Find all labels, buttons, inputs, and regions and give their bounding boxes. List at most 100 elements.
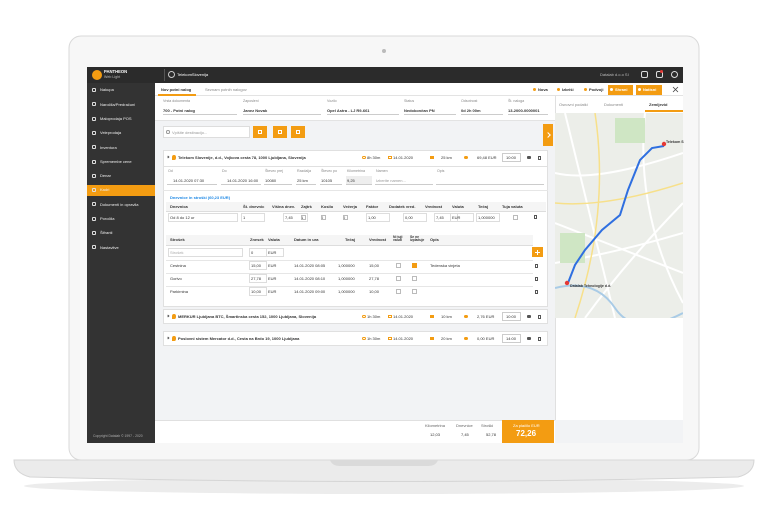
duration: 1h 30m [367, 313, 381, 319]
search-button[interactable] [253, 126, 267, 138]
search-button[interactable] [291, 126, 305, 138]
side-tab[interactable]: Zemljevid [649, 102, 668, 107]
detail-input[interactable] [221, 176, 261, 185]
summary-value: 52,78 [486, 432, 497, 437]
menu-icon [92, 231, 96, 235]
duration: 8h 30m [367, 154, 381, 160]
tab[interactable]: Seznam potnih nalogov [205, 86, 247, 92]
action-button[interactable] [608, 84, 633, 95]
cell-input[interactable] [249, 287, 267, 296]
cell-input[interactable] [168, 248, 243, 257]
cell-value: 15,00 [369, 263, 380, 268]
menu-icon [92, 202, 96, 207]
delete-icon[interactable] [538, 314, 541, 319]
delete-icon[interactable] [535, 289, 538, 294]
search-input[interactable] [163, 126, 250, 138]
close-button[interactable] [671, 85, 680, 94]
time-input[interactable] [502, 153, 521, 162]
comment-icon[interactable] [527, 336, 531, 340]
checkbox[interactable] [343, 215, 348, 220]
field-input[interactable] [461, 106, 503, 115]
collapse-arrow[interactable] [543, 124, 553, 146]
menu-item[interactable]: Denar [100, 173, 111, 179]
detail-input[interactable] [346, 176, 372, 185]
side-tab[interactable]: Dokumenti [604, 102, 624, 107]
cell-input[interactable] [476, 213, 500, 222]
cell-input[interactable] [249, 261, 267, 270]
cell-value: 10,00 [369, 289, 380, 294]
destination-card[interactable] [163, 331, 548, 346]
cell-input[interactable] [450, 213, 474, 222]
checkbox[interactable] [412, 263, 417, 268]
time-input[interactable] [502, 312, 521, 321]
field-input[interactable] [508, 106, 548, 115]
delete-icon[interactable] [534, 215, 537, 219]
field-input[interactable] [327, 106, 399, 115]
cell-input[interactable] [403, 213, 427, 222]
side-tab[interactable]: Osnovni podatki [559, 102, 588, 107]
field-value: 0d 2h 00m [461, 107, 481, 113]
checkbox[interactable] [412, 276, 417, 281]
menu-item[interactable]: Šifranti [100, 230, 113, 236]
checkbox[interactable] [321, 215, 326, 220]
checkbox[interactable] [412, 289, 417, 294]
menu-item[interactable]: Naročila/Predračuni [100, 101, 136, 107]
delete-icon[interactable] [538, 155, 541, 160]
destination-card[interactable] [163, 309, 548, 324]
cell-input[interactable] [283, 213, 308, 222]
menu-item[interactable]: Nakupa [100, 87, 114, 93]
detail-input[interactable] [167, 176, 217, 185]
checkbox[interactable] [396, 263, 401, 268]
detail-input[interactable] [320, 176, 342, 185]
delete-icon[interactable] [535, 276, 538, 281]
field-input[interactable] [243, 106, 321, 115]
cell-input[interactable] [241, 213, 265, 222]
checkbox[interactable] [396, 289, 401, 294]
menu-item[interactable]: Dokumenti in opravila [100, 201, 139, 207]
time-input[interactable] [502, 334, 521, 343]
allowance-header [166, 202, 546, 212]
checkbox[interactable] [301, 215, 306, 220]
checkbox[interactable] [396, 276, 401, 281]
menu-item[interactable]: Maloprodaja POS [100, 115, 132, 121]
menu-item[interactable]: Kadri [100, 187, 110, 193]
distance-icon [430, 314, 434, 318]
search-button[interactable] [273, 126, 287, 138]
user-name[interactable]: Datalab d.o.o SI [600, 72, 629, 77]
menu-item[interactable]: Inventura [100, 144, 117, 150]
menu-item[interactable]: Spremembe cene [100, 158, 132, 164]
comment-icon[interactable] [527, 155, 531, 159]
date: 14.01.2020 [393, 313, 414, 319]
column-header: Strošek [170, 237, 185, 242]
field-label: Št. naloga [508, 99, 525, 103]
menu-icon [92, 102, 96, 107]
tab[interactable]: Nov potni nalog [161, 86, 192, 92]
detail-input[interactable] [296, 176, 316, 185]
checkbox[interactable] [513, 215, 518, 220]
detail-input[interactable] [375, 176, 433, 185]
top-icon[interactable] [656, 71, 663, 78]
cell-input[interactable] [434, 213, 458, 222]
detail-input[interactable] [436, 176, 544, 185]
field-input[interactable] [163, 106, 237, 115]
top-icon[interactable] [641, 71, 648, 78]
comment-icon[interactable] [527, 314, 531, 318]
action-button[interactable] [636, 84, 662, 95]
field-label: Zaposleni [243, 99, 259, 103]
top-icon[interactable] [671, 71, 678, 78]
cell-input[interactable] [266, 248, 284, 257]
field-input[interactable] [404, 106, 456, 115]
menu-item[interactable]: Nastavitve [100, 244, 119, 250]
delete-icon[interactable] [538, 336, 541, 341]
section-title[interactable]: Dnevnice in stroški (60,23 EUR) [170, 195, 231, 200]
column-header: Znesek [250, 237, 264, 242]
detail-input[interactable] [264, 176, 292, 185]
delete-icon[interactable] [535, 263, 538, 268]
cell-value: EUR [452, 215, 461, 220]
cell-input[interactable] [366, 213, 390, 222]
cell-input[interactable] [168, 213, 238, 222]
menu-item[interactable]: Poročila [100, 216, 115, 221]
cell-input[interactable] [249, 274, 267, 283]
action-label: Podvoji [589, 86, 604, 92]
menu-item[interactable]: Veleprodaja [100, 130, 122, 136]
